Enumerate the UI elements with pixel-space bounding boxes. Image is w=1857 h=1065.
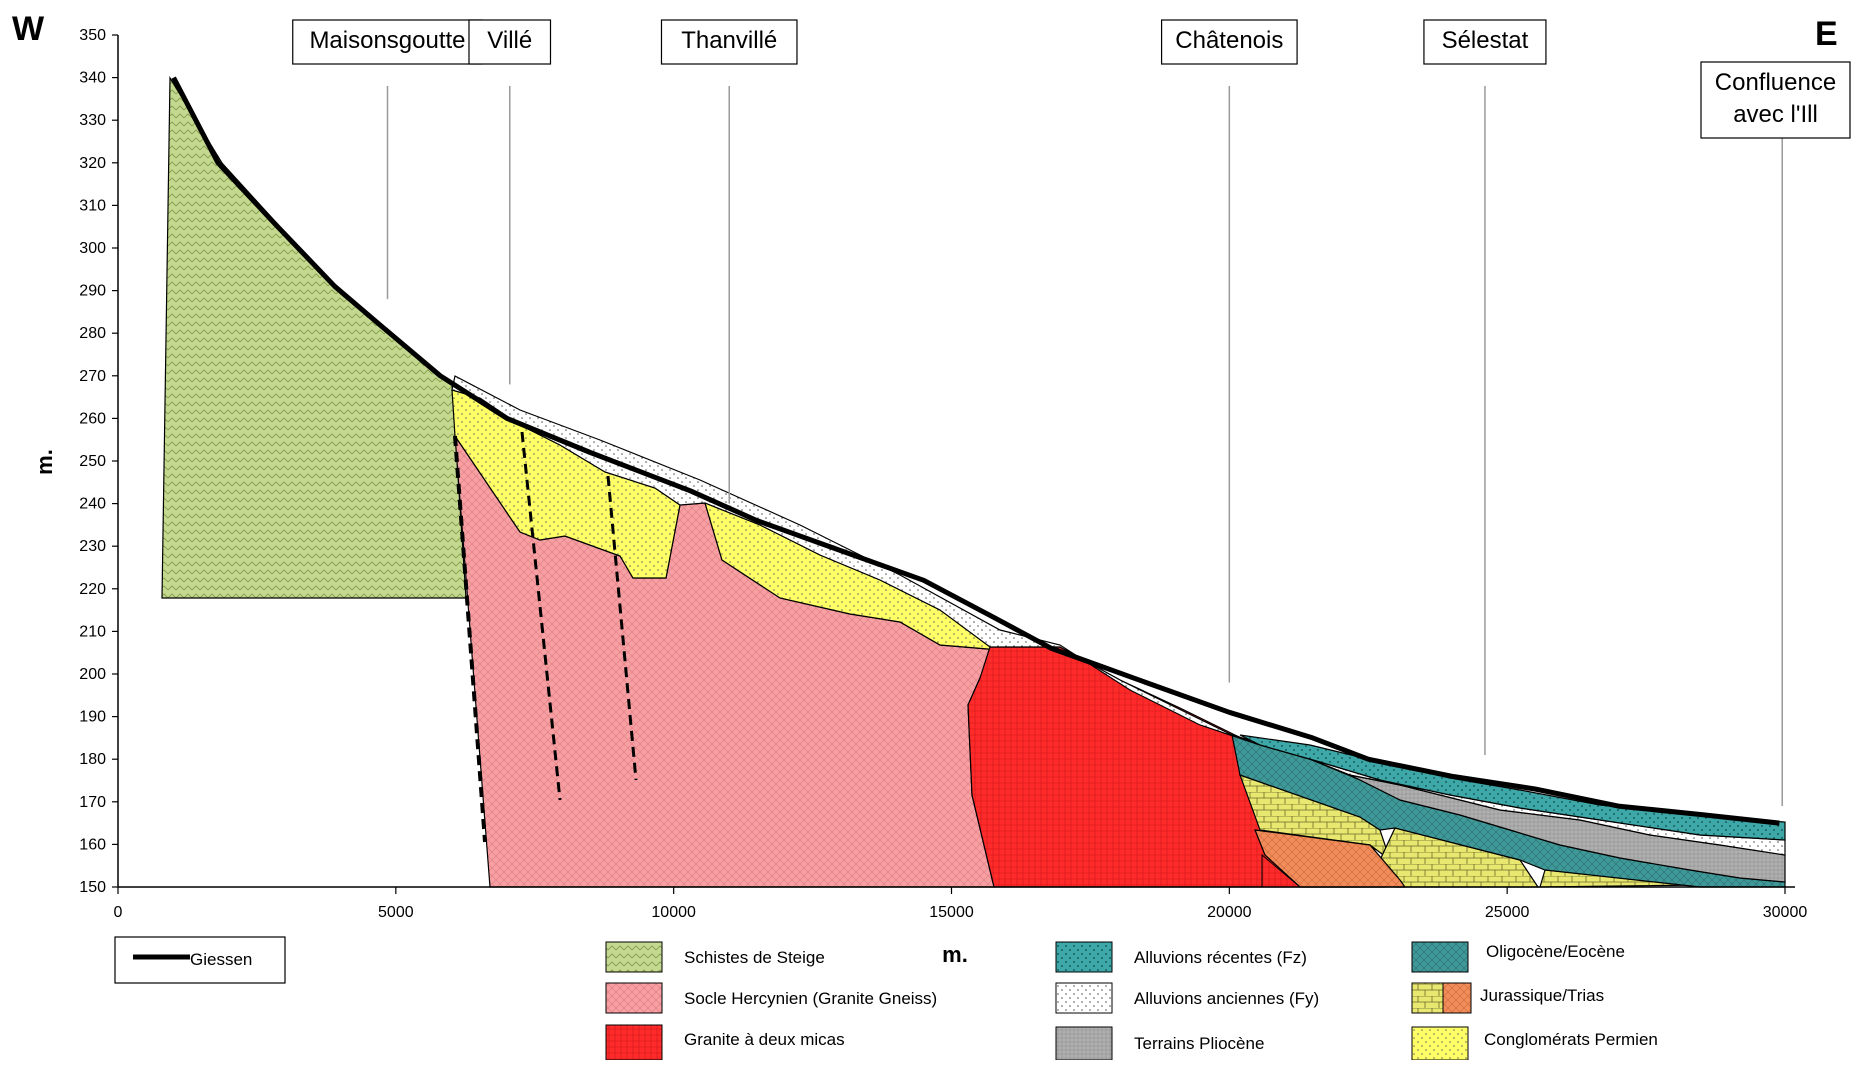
x-axis-label: m. (942, 942, 968, 967)
place-label-box: Châtenois (1160, 19, 1298, 65)
y-tick-label: 280 (79, 325, 106, 342)
place-label-text: Confluence (1715, 69, 1836, 96)
place-label-box: Thanvillé (660, 19, 798, 65)
legend-label-plio: Terrains Pliocène (1134, 1034, 1264, 1053)
legend-label-granite: Granite à deux micas (684, 1030, 845, 1049)
layer-alluvions-anciennes (451, 375, 1786, 856)
x-tick-label: 30000 (1763, 904, 1808, 921)
x-tick-label: 20000 (1207, 904, 1252, 921)
y-tick-label: 300 (79, 240, 106, 257)
legend-item-conglomerats-permien: Conglomérats Permien (1411, 1026, 1658, 1061)
y-tick-label: 270 (79, 368, 106, 385)
place-label-text: Villé (487, 27, 532, 54)
legend-item-alluvions-anciennes: Alluvions anciennes (Fy) (1055, 982, 1319, 1014)
x-tick-label: 15000 (929, 904, 974, 921)
place-label-frame (468, 19, 552, 65)
place-label-frame (292, 19, 483, 65)
legend-item-terrains-pliocene: Terrains Pliocène (1055, 1026, 1264, 1061)
place-label-frame (1423, 19, 1547, 65)
legend-item-schistes-de-steige: Schistes de Steige (605, 941, 825, 973)
y-tick-label: 220 (79, 581, 106, 598)
place-label-text: Thanvillé (681, 27, 777, 54)
y-tick-label: 250 (79, 453, 106, 470)
y-axis-ticks: 150 160 170 180 190 200 210 220 230 240 250 260 270 2… (79, 27, 118, 896)
legend-label-oligo: Oligocène/Eocène (1486, 942, 1625, 961)
legend-label-fz: Alluvions récentes (Fz) (1134, 948, 1307, 967)
legend-label-fy: Alluvions anciennes (Fy) (1134, 989, 1319, 1008)
legend-label-perm: Conglomérats Permien (1484, 1030, 1658, 1049)
y-tick-label: 150 (79, 879, 106, 896)
axes: 150 160 170 180 190 200 210 220 230 240 250 260 270 2… (79, 27, 1807, 921)
legend-item-oligocene-eocene: Oligocène/Eocène (1411, 941, 1625, 973)
legend-item-giessen: Giessen (114, 936, 286, 984)
legend-label-socle: Socle Hercynien (Granite Gneiss) (684, 989, 937, 1008)
y-tick-label: 190 (79, 709, 106, 726)
place-label-frame (1160, 19, 1298, 65)
y-tick-label: 320 (79, 155, 106, 172)
x-tick-label: 10000 (651, 904, 696, 921)
y-tick-label: 210 (79, 623, 106, 640)
west-label: W (12, 10, 45, 48)
y-axis-label: m. (32, 449, 57, 475)
x-tick-label: 5000 (378, 904, 414, 921)
layer-schistes-de-steige (161, 75, 467, 599)
place-label-box: Villé (468, 19, 552, 65)
legend-label-schistes: Schistes de Steige (684, 948, 825, 967)
y-tick-label: 230 (79, 538, 106, 555)
place-label-text: Maisonsgoutte (309, 27, 465, 54)
fault-line (453, 435, 487, 843)
x-tick-label: 25000 (1485, 904, 1530, 921)
place-label-frame (660, 19, 798, 65)
y-tick-label: 160 (79, 836, 106, 853)
legend-item-alluvions-recentes: Alluvions récentes (Fz) (1055, 941, 1307, 973)
giessen-profile-line (171, 76, 1780, 826)
place-label-box: Sélestat (1423, 19, 1547, 65)
y-tick-label: 200 (79, 666, 106, 683)
legend-item-granite: Granite à deux micas (605, 1024, 845, 1061)
legend-label-jura: Jurassique/Trias (1480, 986, 1604, 1005)
y-tick-label: 330 (79, 112, 106, 129)
place-label-box: Confluence avec l'Ill (1700, 61, 1851, 139)
y-tick-label: 170 (79, 794, 106, 811)
x-tick-label: 0 (114, 904, 123, 921)
x-axis-ticks: 0 5000 10000 15000 20000 25000 30000 (114, 887, 1808, 921)
y-tick-label: 350 (79, 27, 106, 44)
fault-line (520, 431, 562, 801)
legend-label-giessen: Giessen (190, 950, 252, 969)
y-tick-label: 180 (79, 751, 106, 768)
fault-lines (453, 431, 638, 843)
legend-item-socle-hercynien: Socle Hercynien (Granite Gneiss) (605, 982, 937, 1014)
place-label-frame (1700, 61, 1851, 139)
fault-line (606, 475, 638, 781)
place-labels: Maisonsgoutte Villé Thanvillé Châtenois Séle… (292, 19, 1851, 139)
place-label-text: Châtenois (1175, 27, 1283, 54)
place-marker-lines (386, 86, 1783, 807)
east-label: E (1815, 15, 1838, 53)
legend: Giessen Schistes de Steige Socle Hercyni… (114, 936, 1658, 1061)
legend-item-jurassique-trias: Jurassique/Trias (1411, 982, 1604, 1014)
geology-layers (161, 75, 1786, 888)
y-tick-label: 340 (79, 70, 106, 87)
y-tick-label: 290 (79, 283, 106, 300)
place-label-text: Sélestat (1442, 27, 1529, 54)
y-tick-label: 310 (79, 197, 106, 214)
place-label-text: avec l'Ill (1733, 101, 1818, 128)
y-tick-label: 260 (79, 410, 106, 427)
place-label-box: Maisonsgoutte (292, 19, 483, 65)
y-tick-label: 240 (79, 496, 106, 513)
